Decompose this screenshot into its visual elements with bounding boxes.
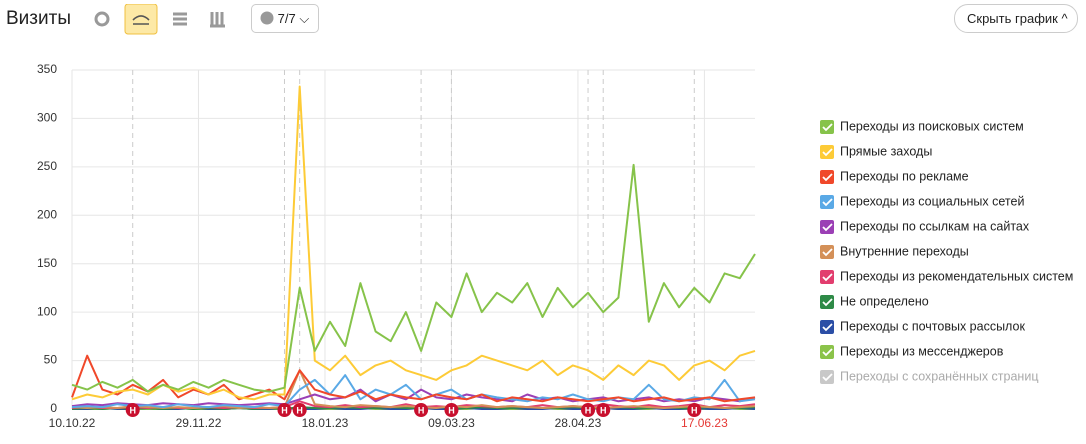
legend-checkbox bbox=[820, 170, 834, 184]
note-marker bbox=[444, 403, 459, 417]
x-tick-label: 10.10.22 bbox=[49, 416, 96, 430]
page-title: Визиты bbox=[6, 8, 71, 29]
note-label: Н bbox=[600, 405, 607, 415]
legend-check bbox=[822, 173, 833, 182]
legend-checkbox bbox=[820, 345, 834, 359]
y-tick-label: 300 bbox=[37, 111, 57, 125]
note-marker bbox=[414, 403, 429, 417]
legend-check bbox=[822, 273, 833, 282]
x-tick-label: 28.04.23 bbox=[555, 416, 602, 430]
legend-checkbox bbox=[820, 270, 834, 284]
hide-chart-button[interactable]: Скрыть график ^ bbox=[954, 4, 1078, 33]
series-line bbox=[71, 374, 756, 409]
legend-label: Переходы по ссылкам на сайтах bbox=[840, 219, 1030, 233]
note-label: Н bbox=[281, 405, 288, 415]
legend-check bbox=[822, 198, 833, 207]
legend-checkbox bbox=[820, 195, 834, 209]
note-label: Н bbox=[418, 405, 425, 415]
filter-count: 7/7 bbox=[277, 11, 296, 26]
series-line bbox=[71, 354, 756, 403]
pie-icon[interactable] bbox=[94, 11, 110, 27]
legend-checkbox bbox=[820, 320, 834, 334]
y-tick-label: 100 bbox=[37, 304, 57, 318]
note-marker bbox=[596, 403, 611, 417]
series-line bbox=[71, 85, 756, 401]
y-tick-label: 0 bbox=[50, 401, 57, 415]
legend-check bbox=[822, 373, 833, 382]
line-icon-active[interactable] bbox=[124, 4, 158, 35]
legend-label: Переходы по рекламе bbox=[840, 169, 969, 183]
legend-checkbox bbox=[820, 120, 834, 134]
view-switcher[interactable] bbox=[90, 4, 240, 36]
legend-checkbox bbox=[820, 245, 834, 259]
legend-checkbox bbox=[820, 220, 834, 234]
note-label: Н bbox=[448, 405, 455, 415]
note-marker bbox=[125, 403, 140, 417]
series-line bbox=[71, 163, 756, 393]
legend-label: Переходы из мессенджеров bbox=[840, 344, 1004, 358]
legend-check bbox=[822, 148, 833, 157]
x-tick-label: 09.03.23 bbox=[428, 416, 475, 430]
legend-check bbox=[822, 323, 833, 332]
note-label: Н bbox=[296, 405, 303, 415]
x-tick-label: 29.11.22 bbox=[176, 416, 222, 430]
x-tick-label: 18.01.23 bbox=[302, 416, 349, 430]
bar-icon[interactable] bbox=[210, 12, 225, 28]
legend-label: Переходы с сохранённых страниц bbox=[840, 369, 1038, 383]
y-tick-label: 50 bbox=[44, 353, 58, 367]
note-marker bbox=[292, 403, 307, 417]
hide-chart-label: Скрыть график bbox=[967, 11, 1058, 26]
legend-label: Переходы с почтовых рассылок bbox=[840, 319, 1025, 333]
legend-check bbox=[822, 298, 833, 307]
legend-check bbox=[822, 223, 833, 232]
series-line bbox=[71, 369, 756, 409]
note-label: Н bbox=[585, 405, 592, 415]
legend-check bbox=[822, 123, 833, 132]
legend-checkbox bbox=[820, 295, 834, 309]
note-marker bbox=[687, 403, 702, 417]
legend-checkbox bbox=[820, 370, 834, 384]
y-tick-label: 200 bbox=[37, 207, 57, 221]
legend-label: Переходы из социальных сетей bbox=[840, 194, 1024, 208]
legend-label: Не определено bbox=[840, 294, 929, 308]
x-tick-label: 17.06.23 bbox=[681, 416, 728, 430]
legend-label: Внутренние переходы bbox=[840, 244, 969, 258]
note-label: Н bbox=[129, 405, 136, 415]
area-icon[interactable] bbox=[173, 12, 187, 26]
note-marker bbox=[581, 403, 596, 417]
annotation-filter[interactable]: 7/7 ⌵ bbox=[251, 4, 319, 33]
note-label: Н bbox=[691, 405, 698, 415]
legend-check bbox=[822, 248, 833, 257]
legend-checkbox bbox=[820, 145, 834, 159]
legend-check bbox=[822, 348, 833, 357]
y-tick-label: 250 bbox=[37, 159, 57, 173]
legend-label: Прямые заходы bbox=[840, 144, 932, 158]
y-tick-label: 350 bbox=[37, 62, 57, 76]
note-marker bbox=[277, 403, 292, 417]
y-tick-label: 150 bbox=[37, 256, 57, 270]
legend-label: Переходы из рекомендательных систем bbox=[840, 269, 1073, 283]
legend-label: Переходы из поисковых систем bbox=[840, 119, 1024, 133]
